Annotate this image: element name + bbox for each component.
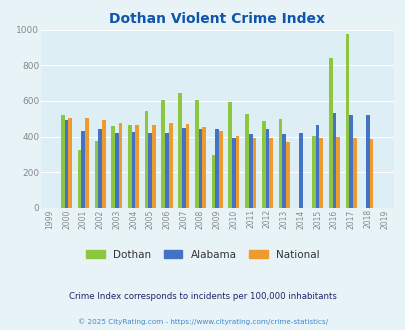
Bar [215, 129, 219, 208]
Bar [115, 133, 118, 208]
Bar [311, 136, 315, 208]
Bar [118, 123, 122, 208]
Bar [278, 119, 281, 208]
Bar [298, 133, 302, 208]
Bar [98, 129, 102, 208]
Bar [269, 138, 272, 208]
Bar [178, 93, 181, 208]
Bar [102, 120, 105, 208]
Bar [281, 134, 285, 208]
Text: Crime Index corresponds to incidents per 100,000 inhabitants: Crime Index corresponds to incidents per… [69, 292, 336, 301]
Bar [135, 125, 139, 208]
Bar [94, 141, 98, 208]
Bar [365, 115, 369, 208]
Legend: Dothan, Alabama, National: Dothan, Alabama, National [82, 246, 323, 264]
Bar [248, 134, 252, 208]
Bar [345, 34, 348, 208]
Bar [261, 121, 265, 208]
Bar [235, 136, 239, 208]
Bar [64, 120, 68, 208]
Bar [202, 127, 205, 208]
Bar [78, 150, 81, 208]
Bar [128, 125, 131, 208]
Bar [131, 132, 135, 208]
Bar [352, 138, 356, 208]
Bar [111, 126, 115, 208]
Bar [194, 100, 198, 208]
Bar [245, 115, 248, 208]
Bar [335, 137, 339, 208]
Bar [185, 124, 189, 208]
Bar [348, 115, 352, 208]
Bar [252, 138, 256, 208]
Bar [319, 138, 322, 208]
Bar [369, 139, 373, 208]
Bar [148, 133, 152, 208]
Bar [61, 115, 64, 208]
Bar [168, 123, 172, 208]
Bar [81, 131, 85, 208]
Text: © 2025 CityRating.com - https://www.cityrating.com/crime-statistics/: © 2025 CityRating.com - https://www.city… [78, 318, 327, 325]
Bar [265, 129, 269, 208]
Bar [165, 133, 168, 208]
Bar [68, 118, 72, 208]
Bar [219, 131, 222, 208]
Title: Dothan Violent Crime Index: Dothan Violent Crime Index [109, 12, 324, 26]
Bar [332, 113, 335, 208]
Bar [181, 128, 185, 208]
Bar [144, 111, 148, 208]
Bar [315, 125, 319, 208]
Bar [198, 129, 202, 208]
Bar [161, 100, 165, 208]
Bar [211, 155, 215, 208]
Bar [285, 142, 289, 208]
Bar [232, 138, 235, 208]
Bar [85, 118, 89, 208]
Bar [328, 58, 332, 208]
Bar [228, 102, 232, 208]
Bar [152, 125, 156, 208]
